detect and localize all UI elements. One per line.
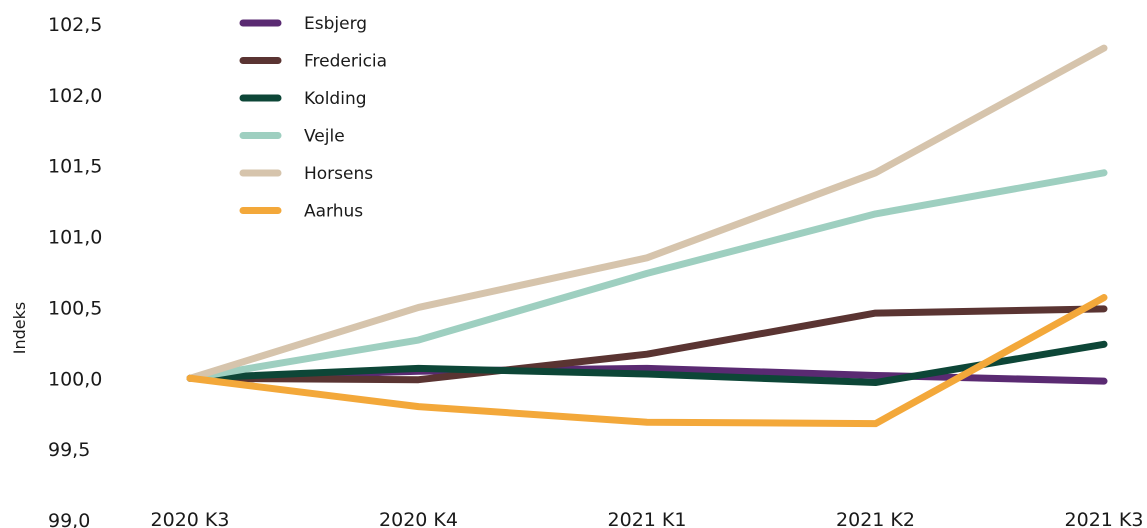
legend-label: Esbjerg xyxy=(304,14,367,34)
series-lines xyxy=(186,44,1108,428)
series-line-vejle xyxy=(186,169,1108,382)
legend-label: Horsens xyxy=(304,164,373,184)
legend-label: Aarhus xyxy=(304,202,363,222)
y-tick-label: 100,5 xyxy=(48,297,102,319)
x-tick-label: 2020 K3 xyxy=(151,509,230,528)
legend-label: Kolding xyxy=(304,89,367,109)
y-tick-label: 101,5 xyxy=(48,156,102,178)
x-axis-ticks: 2020 K3 2020 K4 2021 K1 2021 K2 2021 K3 xyxy=(151,509,1144,528)
series-line-aarhus xyxy=(186,294,1108,428)
series-line-horsens xyxy=(186,44,1108,382)
y-tick-label: 99,5 xyxy=(48,439,90,461)
x-tick-label: 2021 K3 xyxy=(1065,509,1144,528)
y-tick-label: 101,0 xyxy=(48,227,102,249)
y-axis-ticks: 99,0 99,5 100,0 100,5 101,0 101,5 102,0 102,5 xyxy=(48,14,102,528)
legend-label: Vejle xyxy=(304,127,345,147)
y-tick-label: 99,0 xyxy=(48,510,90,528)
series-line-kolding xyxy=(186,340,1108,387)
y-tick-label: 102,5 xyxy=(48,14,102,36)
x-tick-label: 2021 K1 xyxy=(608,509,687,528)
x-tick-label: 2021 K2 xyxy=(836,509,915,528)
y-axis-title: Indeks xyxy=(10,302,29,354)
y-tick-label: 100,0 xyxy=(48,368,102,390)
x-tick-label: 2020 K4 xyxy=(379,509,458,528)
legend-label: Fredericia xyxy=(304,52,387,72)
legend: Esbjerg Fredericia Kolding Vejle Horsens Aarh… xyxy=(239,14,387,222)
y-tick-label: 102,0 xyxy=(48,85,102,107)
series-line-fredericia xyxy=(186,305,1108,384)
